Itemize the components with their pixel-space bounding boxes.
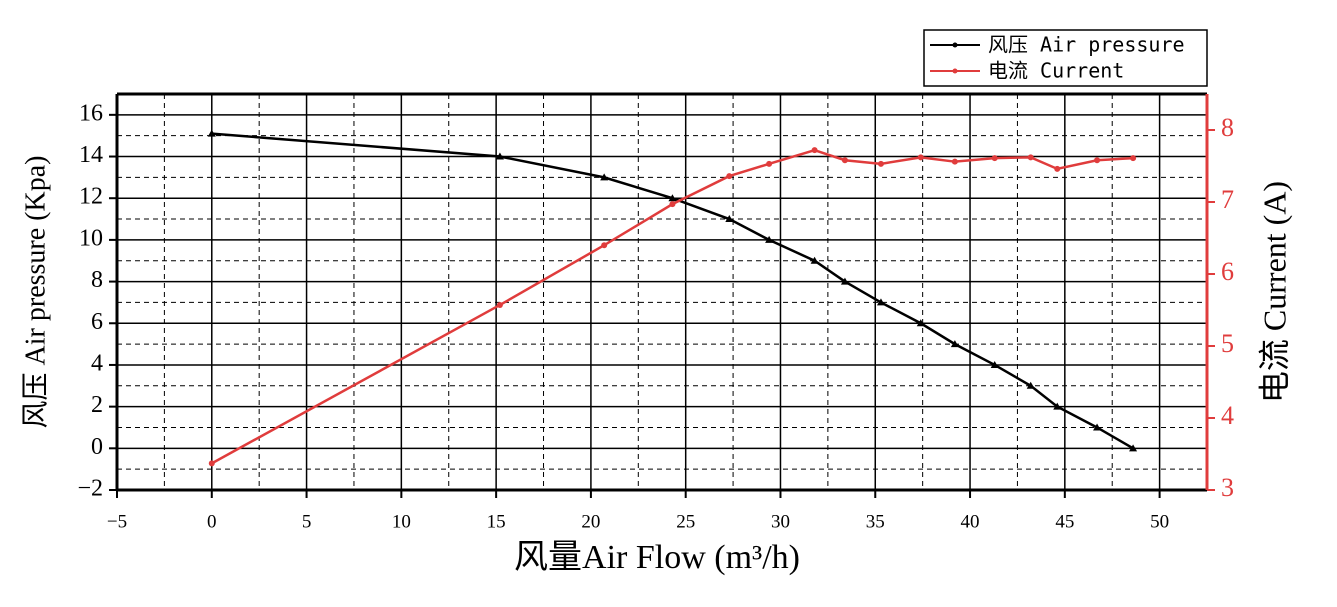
- x-tick-label: 25: [676, 511, 695, 532]
- x-axis-title: 风量Air Flow (m³/h): [514, 539, 800, 576]
- point: [876, 298, 885, 306]
- y2-tick-label: 8: [1221, 113, 1234, 142]
- point: [1129, 444, 1138, 452]
- y-tick-label: 14: [79, 142, 103, 168]
- x-tick-label: 10: [392, 511, 411, 532]
- point: [1130, 155, 1137, 162]
- y-tick-label: 12: [79, 184, 103, 210]
- legend-label: 电流 Current: [988, 59, 1124, 83]
- point: [1094, 157, 1101, 164]
- point: [725, 215, 734, 223]
- point: [991, 155, 998, 162]
- point: [601, 242, 608, 249]
- y-tick-label: 8: [91, 267, 103, 293]
- x-tick-label: 15: [487, 511, 506, 532]
- point: [1093, 423, 1102, 431]
- point: [841, 157, 848, 164]
- point: [495, 152, 504, 160]
- point: [840, 277, 849, 285]
- point: [668, 194, 677, 202]
- y-axis-title: 风压 Air pressure (Kpa): [20, 156, 51, 429]
- series-line: [211, 148, 1134, 465]
- y-tick-label: 2: [91, 392, 103, 418]
- y-tick-label: 0: [91, 434, 103, 460]
- y-tick-label: 6: [91, 309, 103, 335]
- y-tick-label: 10: [79, 225, 103, 251]
- y-tick-label: −2: [77, 476, 103, 502]
- point: [1027, 154, 1034, 161]
- legend-marker: [952, 68, 958, 74]
- point: [877, 160, 884, 167]
- point: [950, 340, 959, 348]
- legend-marker: [952, 42, 958, 48]
- y2-tick-label: 4: [1221, 401, 1234, 430]
- x-tick-label: −5: [107, 511, 127, 532]
- point: [811, 147, 818, 154]
- point: [726, 173, 733, 180]
- point: [951, 158, 958, 165]
- point: [916, 319, 925, 327]
- y-tick-label: 4: [91, 350, 103, 376]
- x-tick-label: 35: [866, 511, 885, 532]
- y2-tick-label: 5: [1221, 329, 1234, 358]
- point: [990, 360, 999, 368]
- x-tick-label: 5: [302, 511, 312, 532]
- point: [1054, 165, 1061, 172]
- legend-label: 风压 Air pressure: [988, 33, 1185, 57]
- point: [207, 129, 216, 137]
- y2-tick-label: 7: [1221, 185, 1234, 214]
- point: [917, 154, 924, 161]
- point: [496, 301, 503, 308]
- point: [208, 460, 215, 467]
- point: [810, 256, 819, 264]
- x-tick-label: 50: [1150, 511, 1169, 532]
- x-tick-label: 40: [961, 511, 980, 532]
- y-tick-label: 16: [79, 100, 103, 126]
- legend-box: [923, 29, 1208, 87]
- point: [1026, 381, 1035, 389]
- x-tick-label: 0: [207, 511, 217, 532]
- point: [600, 173, 609, 181]
- y2-axis-title: 电流 Current (A): [1256, 181, 1292, 403]
- point: [765, 235, 774, 243]
- point: [766, 160, 773, 167]
- point: [1053, 402, 1062, 410]
- y2-tick-label: 3: [1221, 473, 1234, 502]
- series-line: [211, 132, 1134, 450]
- y2-tick-label: 6: [1221, 257, 1234, 286]
- x-tick-label: 45: [1055, 511, 1074, 532]
- x-tick-label: 20: [581, 511, 600, 532]
- x-tick-label: 30: [771, 511, 790, 532]
- point: [669, 201, 676, 208]
